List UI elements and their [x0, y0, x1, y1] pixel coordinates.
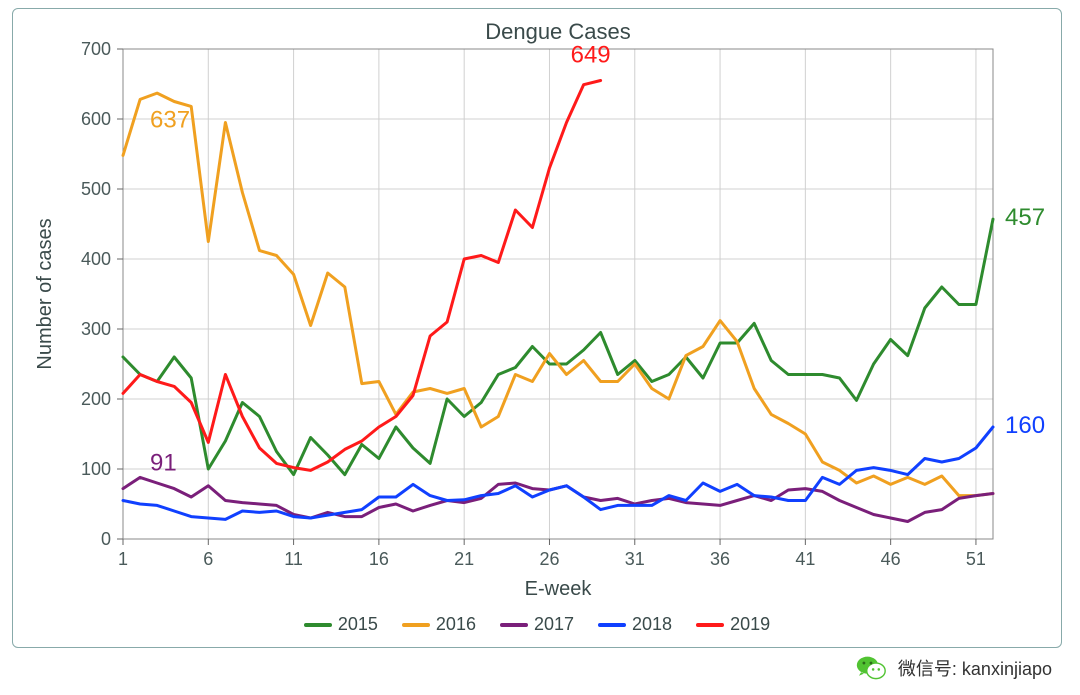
svg-text:100: 100 — [81, 459, 111, 479]
label-2019: 649 — [571, 42, 611, 69]
legend-item-2017: 2017 — [500, 614, 574, 635]
label-2018: 160 — [1005, 412, 1045, 439]
label-2016: 637 — [150, 106, 190, 133]
svg-text:500: 500 — [81, 179, 111, 199]
svg-text:0: 0 — [101, 529, 111, 549]
legend-item-2019: 2019 — [696, 614, 770, 635]
svg-text:16: 16 — [369, 549, 389, 569]
svg-text:300: 300 — [81, 319, 111, 339]
chart-card: 0100200300400500600700161116212631364146… — [12, 8, 1062, 648]
svg-text:26: 26 — [539, 549, 559, 569]
svg-text:11: 11 — [284, 549, 303, 569]
svg-text:200: 200 — [81, 389, 111, 409]
label-2017: 91 — [150, 450, 177, 477]
y-axis-label: Number of cases — [34, 218, 56, 369]
svg-text:6: 6 — [203, 549, 213, 569]
label-2015: 457 — [1005, 204, 1045, 231]
legend-item-2015: 2015 — [304, 614, 378, 635]
wechat-attribution: 微信号: kanxinjiapo — [854, 651, 1052, 685]
svg-text:41: 41 — [795, 549, 815, 569]
legend-item-2018: 2018 — [598, 614, 672, 635]
svg-text:36: 36 — [710, 549, 730, 569]
legend: 2015 2016 2017 2018 2019 — [13, 614, 1061, 635]
line-chart: 0100200300400500600700161116212631364146… — [13, 9, 1063, 649]
chart-title: Dengue Cases — [485, 19, 631, 44]
svg-text:31: 31 — [625, 549, 645, 569]
svg-text:400: 400 — [81, 249, 111, 269]
legend-item-2016: 2016 — [402, 614, 476, 635]
svg-text:51: 51 — [966, 549, 986, 569]
x-axis-label: E-week — [525, 578, 593, 600]
wechat-label: 微信号: kanxinjiapo — [898, 655, 1052, 681]
svg-text:700: 700 — [81, 39, 111, 59]
svg-text:600: 600 — [81, 109, 111, 129]
svg-text:46: 46 — [881, 549, 901, 569]
wechat-icon — [854, 651, 888, 685]
svg-text:21: 21 — [454, 549, 474, 569]
svg-text:1: 1 — [118, 549, 128, 569]
